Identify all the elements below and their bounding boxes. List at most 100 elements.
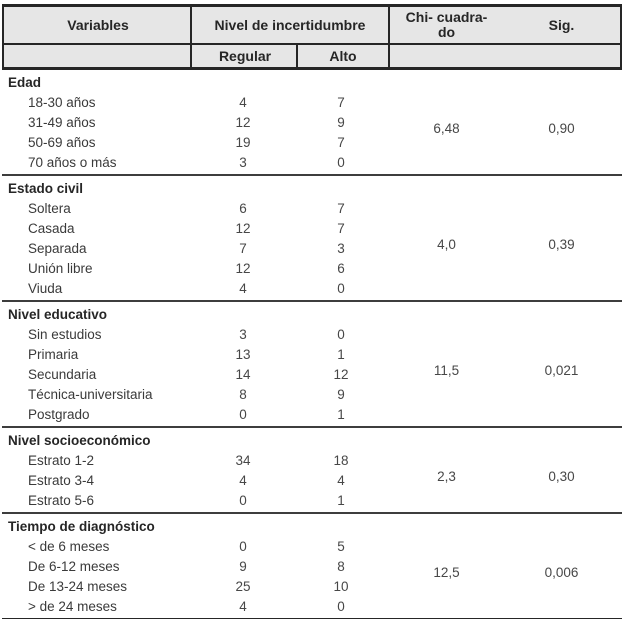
- regular-value: 4: [239, 281, 247, 296]
- regular-value: 25: [235, 579, 251, 594]
- alto-value: 1: [337, 347, 345, 362]
- table-row: Viuda 4 0: [2, 279, 622, 299]
- col-chi-header-line1: Chi- cuadra-: [405, 9, 488, 25]
- alto-value: 0: [337, 155, 345, 170]
- table-row: Casada 12 7: [2, 219, 622, 239]
- regular-value: 4: [239, 473, 247, 488]
- alto-value: 8: [337, 559, 345, 574]
- statistics-table: Variables Nivel de incertidumbre Chi- cu…: [2, 4, 622, 619]
- row-label: > de 24 meses: [28, 599, 117, 614]
- alto-value: 9: [337, 115, 345, 130]
- chi-value: 2,3: [437, 469, 456, 484]
- regular-value: 6: [239, 201, 247, 216]
- table-row: Sin estudios 3 0: [2, 325, 622, 345]
- table-section: Tiempo de diagnóstico < de 6 meses 0 5 De 6-…: [2, 514, 622, 619]
- regular-value: 3: [239, 155, 247, 170]
- regular-value: 19: [235, 135, 251, 150]
- row-label: Separada: [28, 241, 87, 256]
- table-section: Estado civil Soltera 6 7 Casada 12 7 Separada 7 3…: [2, 176, 622, 302]
- regular-value: 7: [239, 241, 247, 256]
- regular-value: 4: [239, 599, 247, 614]
- row-label: De 13-24 meses: [28, 579, 128, 594]
- header-vline-regular-alto: [296, 45, 298, 67]
- sig-value: 0,006: [544, 565, 579, 580]
- table-row: 31-49 años 12 9: [2, 113, 622, 133]
- table-row: Secundaria 14 12: [2, 365, 622, 385]
- alto-value: 7: [337, 221, 345, 236]
- row-label: 31-49 años: [28, 115, 96, 130]
- header-row-2: Regular Alto: [4, 45, 620, 67]
- regular-value: 4: [239, 95, 247, 110]
- alto-value: 6: [337, 261, 345, 276]
- row-label: < de 6 meses: [28, 539, 110, 554]
- chi-value: 12,5: [433, 565, 460, 580]
- sig-value: 0,90: [548, 121, 575, 136]
- section-title: Edad: [8, 75, 42, 90]
- sig-value: 0,30: [548, 469, 575, 484]
- row-label: Soltera: [28, 201, 71, 216]
- row-label: Secundaria: [28, 367, 97, 382]
- table-row: Soltera 6 7: [2, 199, 622, 219]
- table-row: 70 años o más 3 0: [2, 153, 622, 173]
- row-label: Primaria: [28, 347, 79, 362]
- header-vline-variables: [190, 7, 192, 67]
- alto-value: 7: [337, 201, 345, 216]
- table-row: < de 6 meses 0 5: [2, 537, 622, 557]
- alto-value: 10: [333, 579, 349, 594]
- regular-value: 13: [235, 347, 251, 362]
- col-chi-header: Chi- cuadra- do: [388, 10, 505, 40]
- row-label: Sin estudios: [28, 327, 102, 342]
- regular-value: 8: [239, 387, 247, 402]
- header-vline-nivel: [388, 7, 390, 67]
- alto-value: 1: [337, 493, 345, 508]
- row-label: Estrato 1-2: [28, 453, 95, 468]
- table-row: > de 24 meses 4 0: [2, 597, 622, 617]
- row-label: Postgrado: [28, 407, 90, 422]
- table-row: Postgrado 0 1: [2, 405, 622, 425]
- table-row: 50-69 años 19 7: [2, 133, 622, 153]
- alto-value: 0: [337, 327, 345, 342]
- section-title: Nivel socioeconómico: [8, 433, 151, 448]
- col-alto-header: Alto: [329, 48, 357, 64]
- table-row: Unión libre 12 6: [2, 259, 622, 279]
- col-nivel-header: Nivel de incertidumbre: [214, 17, 366, 33]
- regular-value: 0: [239, 539, 247, 554]
- alto-value: 1: [337, 407, 345, 422]
- table-header: Variables Nivel de incertidumbre Chi- cu…: [2, 4, 622, 70]
- alto-value: 18: [333, 453, 349, 468]
- alto-value: 9: [337, 387, 345, 402]
- sig-value: 0,021: [544, 363, 579, 378]
- col-variables-header: Variables: [67, 17, 129, 33]
- col-chi-header-line2: do: [437, 24, 456, 40]
- row-label: Estrato 3-4: [28, 473, 95, 488]
- alto-value: 0: [337, 599, 345, 614]
- alto-value: 12: [333, 367, 349, 382]
- alto-value: 7: [337, 95, 345, 110]
- table-row: De 6-12 meses 9 8: [2, 557, 622, 577]
- regular-value: 34: [235, 453, 251, 468]
- row-label: 70 años o más: [28, 155, 117, 170]
- regular-value: 12: [235, 261, 251, 276]
- row-label: Casada: [28, 221, 75, 236]
- row-label: Unión libre: [28, 261, 93, 276]
- regular-value: 0: [239, 493, 247, 508]
- regular-value: 14: [235, 367, 251, 382]
- sig-value: 0,39: [548, 237, 575, 252]
- row-label: 18-30 años: [28, 95, 96, 110]
- chi-value: 4,0: [437, 237, 456, 252]
- table-row: Primaria 13 1: [2, 345, 622, 365]
- table-section: Nivel socioeconómico Estrato 1-2 34 18 Estra…: [2, 428, 622, 514]
- table-row: 18-30 años 4 7: [2, 93, 622, 113]
- header-row-divider: [4, 43, 620, 45]
- alto-value: 3: [337, 241, 345, 256]
- chi-value: 11,5: [433, 363, 460, 378]
- section-title: Tiempo de diagnóstico: [8, 519, 155, 534]
- regular-value: 12: [235, 115, 251, 130]
- table-row: De 13-24 meses 25 10: [2, 577, 622, 597]
- table-row: Técnica-universitaria 8 9: [2, 385, 622, 405]
- table-row: Separada 7 3: [2, 239, 622, 259]
- alto-value: 5: [337, 539, 345, 554]
- section-title: Nivel educativo: [8, 307, 108, 322]
- table-body: Edad 18-30 años 4 7 31-49 años 12 9 50-69 años 1…: [2, 70, 622, 619]
- row-label: Viuda: [28, 281, 63, 296]
